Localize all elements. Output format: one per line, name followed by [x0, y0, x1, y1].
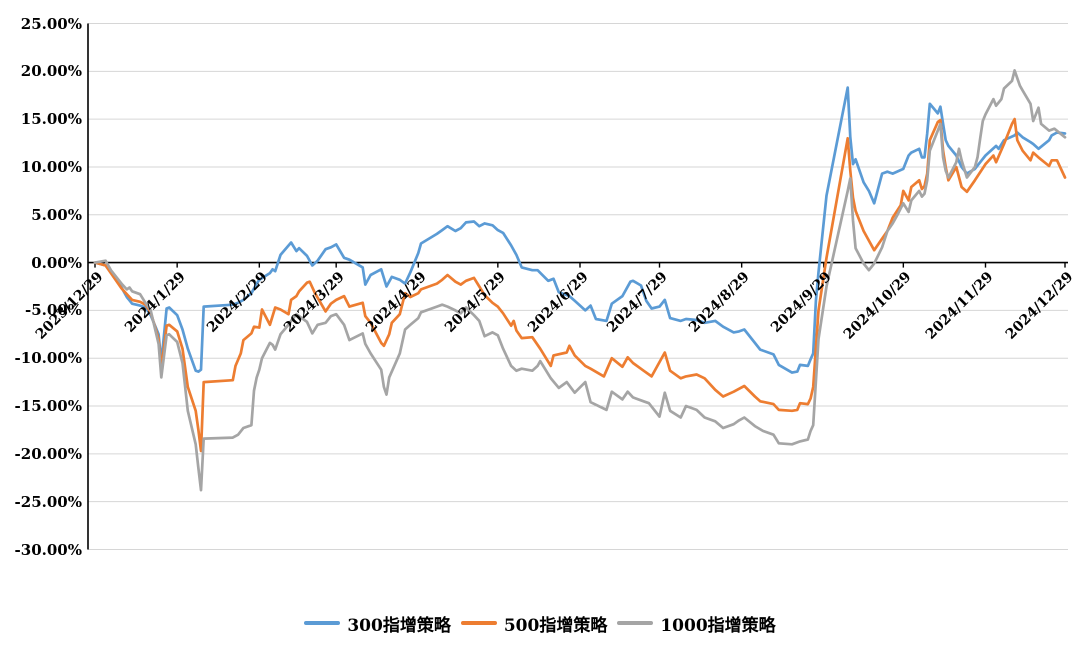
series-line-1000指增策略 — [93, 69, 1067, 492]
y-axis-tick-label: 15.00% — [20, 110, 82, 129]
legend-item-500[interactable]: 500指增策略 — [460, 611, 608, 636]
y-axis-tick-label: 10.00% — [20, 157, 82, 176]
y-axis-tick-label: 20.00% — [20, 62, 82, 81]
legend-line-swatch-blue — [304, 621, 341, 625]
y-axis-tick-label: 5.00% — [31, 205, 82, 224]
y-axis-tick-label: -5.00% — [24, 301, 82, 320]
legend-item-300[interactable]: 300指增策略 — [304, 611, 451, 636]
legend-line-swatch-orange — [460, 621, 497, 625]
legend-label: 1000指增策略 — [660, 615, 776, 636]
legend-label: 300指增策略 — [347, 615, 451, 636]
y-axis-tick-label: -20.00% — [14, 444, 82, 463]
chart-legend: 300指增策略 500指增策略 1000指增策略 — [0, 603, 1080, 643]
legend-label: 500指增策略 — [503, 615, 608, 636]
legend-line-swatch-gray — [617, 621, 654, 625]
y-axis-tick-label: 25.00% — [20, 14, 82, 33]
y-axis-tick-label: 0.00% — [31, 253, 82, 272]
y-axis-tick-label: -30.00% — [14, 540, 82, 559]
y-axis-tick-label: -15.00% — [14, 397, 82, 416]
y-axis-tick-label: -10.00% — [14, 349, 82, 368]
legend-item-1000[interactable]: 1000指增策略 — [617, 611, 776, 636]
y-axis-tick-label: -25.00% — [14, 492, 82, 511]
series-line-300指增策略 — [93, 86, 1067, 374]
